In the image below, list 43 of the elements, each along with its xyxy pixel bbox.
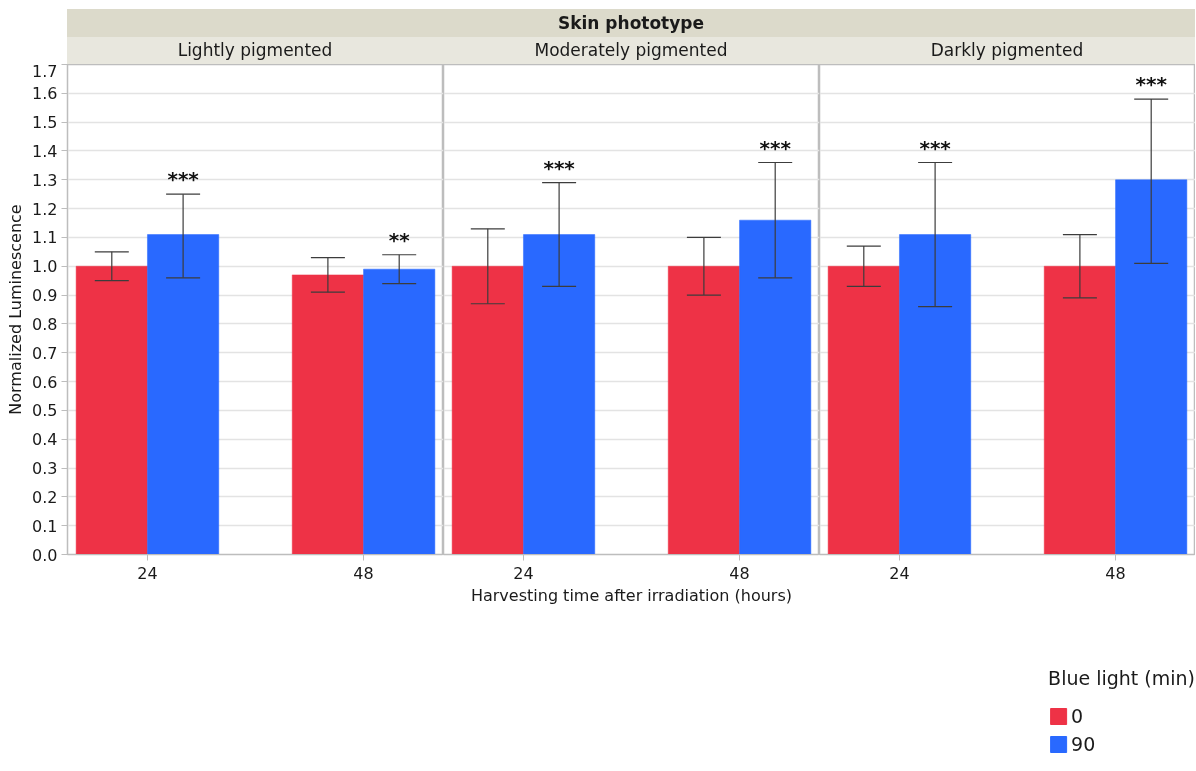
- bar: [147, 234, 220, 555]
- bar: [75, 266, 148, 555]
- y-tick-label: 0.2: [32, 487, 58, 507]
- y-tick-label: 0.7: [32, 343, 58, 363]
- y-tick-label: 1.3: [32, 170, 58, 190]
- bar: [291, 274, 364, 555]
- chart-title: Skin phototype: [557, 12, 705, 35]
- chart-subtitle: Moderately pigmented: [534, 39, 728, 62]
- bar: [363, 268, 436, 555]
- x-axis-title: Harvesting time after irradiation (hours): [470, 585, 793, 605]
- y-axis-title: Normalized Luminescence: [6, 204, 26, 415]
- y-tick-label: 0.8: [32, 314, 58, 334]
- annotation: ***: [167, 167, 200, 192]
- chart-subtitle: Lightly pigmented: [177, 39, 333, 62]
- y-tick-label: 1.0: [32, 257, 58, 277]
- legend-label: 0: [1071, 705, 1085, 727]
- annotation: **: [388, 227, 411, 252]
- annotation: ***: [759, 135, 792, 160]
- legend-label: 90: [1071, 733, 1096, 755]
- y-tick-label: 1.7: [32, 61, 58, 81]
- y-tick-label: 0.0: [32, 545, 58, 565]
- x-tick-label: 24: [889, 563, 910, 583]
- x-tick-label: 48: [353, 563, 374, 583]
- y-tick-label: 0.4: [32, 430, 58, 450]
- y-tick-label: 1.4: [32, 141, 58, 161]
- y-tick-label: 1.6: [32, 84, 58, 104]
- x-tick-label: 48: [1105, 563, 1126, 583]
- y-tick-label: 1.1: [32, 228, 58, 248]
- x-tick-label: 24: [137, 563, 158, 583]
- y-tick-label: 0.5: [32, 401, 58, 421]
- y-tick-label: 1.5: [32, 113, 58, 133]
- x-tick-label: 24: [513, 563, 534, 583]
- annotation: ***: [543, 155, 576, 180]
- legend-title: Blue light (min): [1048, 667, 1195, 689]
- annotation: ***: [919, 135, 952, 160]
- x-tick-label: 48: [729, 563, 750, 583]
- y-tick-label: 0.1: [32, 516, 58, 536]
- y-tick-label: 0.9: [32, 286, 58, 306]
- annotation: ***: [1135, 72, 1168, 97]
- chart-subtitle: Darkly pigmented: [930, 39, 1084, 62]
- y-tick-label: 0.3: [32, 459, 58, 479]
- y-tick-label: 0.6: [32, 372, 58, 392]
- y-tick-label: 1.2: [32, 199, 58, 219]
